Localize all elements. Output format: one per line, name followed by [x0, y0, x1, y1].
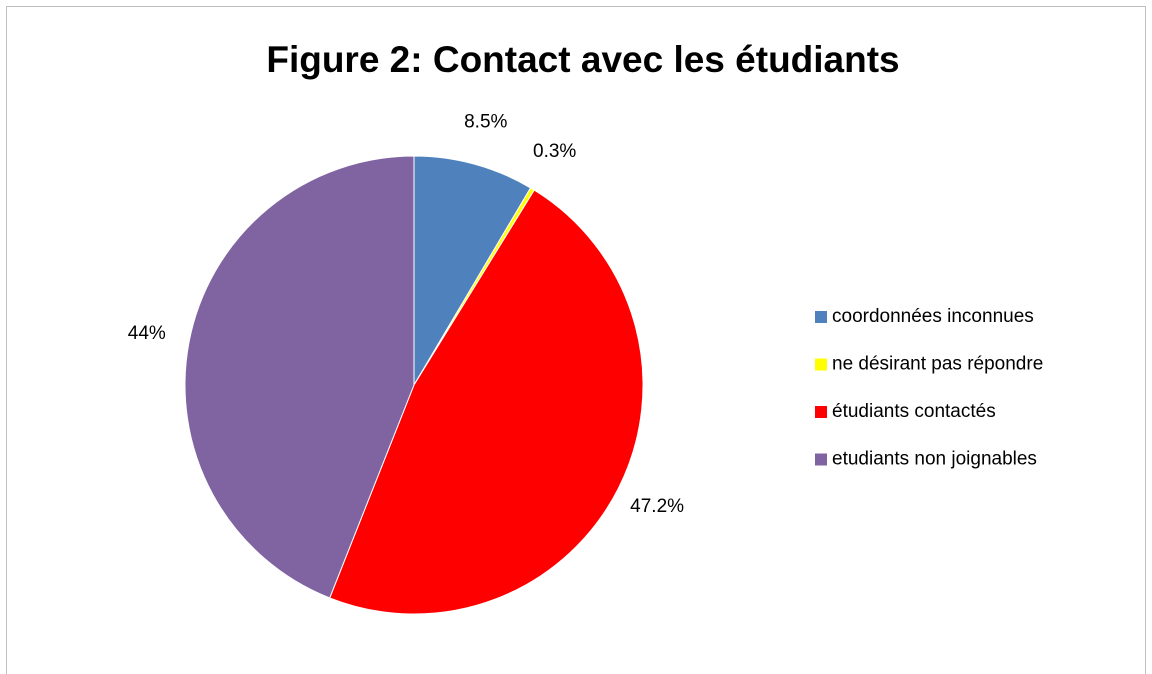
data-label: 44%	[128, 323, 166, 344]
legend-label: étudiants contactés	[832, 401, 996, 422]
pie-slice	[329, 189, 644, 615]
chart-title: Figure 2: Contact avec les étudiants	[266, 39, 899, 80]
legend-label: ne désirant pas répondre	[832, 354, 1043, 375]
data-label: 47.2%	[630, 496, 684, 517]
pie-slice	[184, 155, 415, 599]
legend-swatch	[815, 453, 827, 466]
legend-label: coordonnées inconnues	[832, 306, 1034, 327]
data-label: 8.5%	[464, 112, 507, 133]
data-label: 0.3%	[533, 141, 576, 162]
legend-label: etudiants non joignables	[832, 449, 1037, 470]
legend-swatch	[815, 406, 827, 418]
legend-swatch	[815, 311, 827, 323]
pie-slice	[413, 155, 532, 387]
legend-swatch	[815, 358, 827, 371]
